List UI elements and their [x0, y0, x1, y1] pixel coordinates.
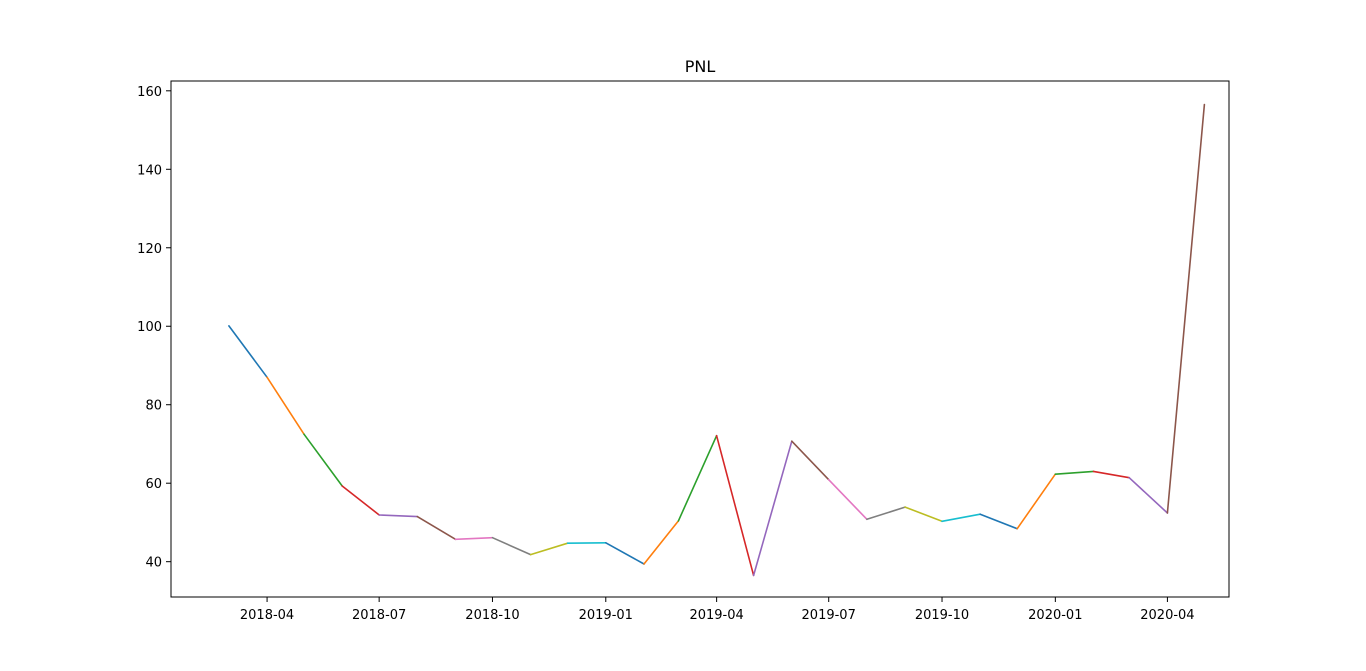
y-tick-label: 160 — [137, 85, 162, 100]
y-axis: 40 60 80 100 120 140 160 — [137, 85, 171, 571]
y-tick-label: 60 — [145, 477, 162, 492]
series-segment — [454, 536, 494, 541]
series-lines — [228, 103, 1206, 577]
x-tick-label: 2018-04 — [240, 608, 294, 623]
series-segment — [827, 478, 868, 521]
series-segment — [941, 513, 982, 523]
series-segment — [979, 513, 1019, 530]
x-tick-label: 2019-01 — [579, 608, 633, 623]
series-segment — [228, 325, 268, 379]
plot-frame — [170, 80, 1230, 598]
series-segment — [1054, 470, 1095, 476]
y-tick-label: 40 — [145, 556, 162, 571]
x-axis: 2018-04 2018-07 2018-10 2019-01 2019-04 2019-… — [240, 597, 1195, 623]
series-segment — [752, 440, 793, 577]
series-segment — [416, 515, 457, 541]
series-segment — [378, 514, 419, 518]
y-tick-label: 80 — [145, 399, 162, 414]
series-segment — [1166, 103, 1206, 514]
x-tick-label: 2018-07 — [352, 608, 406, 623]
series-segment — [790, 440, 830, 481]
series-segment — [266, 376, 305, 436]
x-tick-label: 2019-10 — [915, 608, 969, 623]
series-segment — [529, 542, 569, 556]
series-segment — [866, 506, 906, 521]
series-segment — [341, 485, 381, 516]
y-tick-label: 120 — [137, 242, 162, 257]
series-segment — [643, 520, 680, 565]
series-segment — [303, 433, 344, 487]
series-segment — [491, 536, 532, 556]
x-tick-label: 2019-07 — [802, 608, 856, 623]
y-tick-label: 140 — [137, 163, 162, 178]
series-segment — [604, 541, 645, 565]
chart-title: PNL — [685, 57, 716, 76]
x-tick-label: 2018-10 — [465, 608, 519, 623]
x-tick-label: 2020-04 — [1140, 608, 1194, 623]
series-segment — [715, 434, 755, 577]
series-segment — [1092, 470, 1130, 479]
series-segment — [1016, 473, 1057, 530]
series-segment — [677, 434, 718, 522]
y-tick-label: 100 — [137, 320, 162, 335]
series-segment — [1128, 476, 1169, 514]
x-tick-label: 2019-04 — [689, 608, 743, 623]
x-tick-label: 2020-01 — [1028, 608, 1082, 623]
series-segment — [904, 506, 943, 523]
